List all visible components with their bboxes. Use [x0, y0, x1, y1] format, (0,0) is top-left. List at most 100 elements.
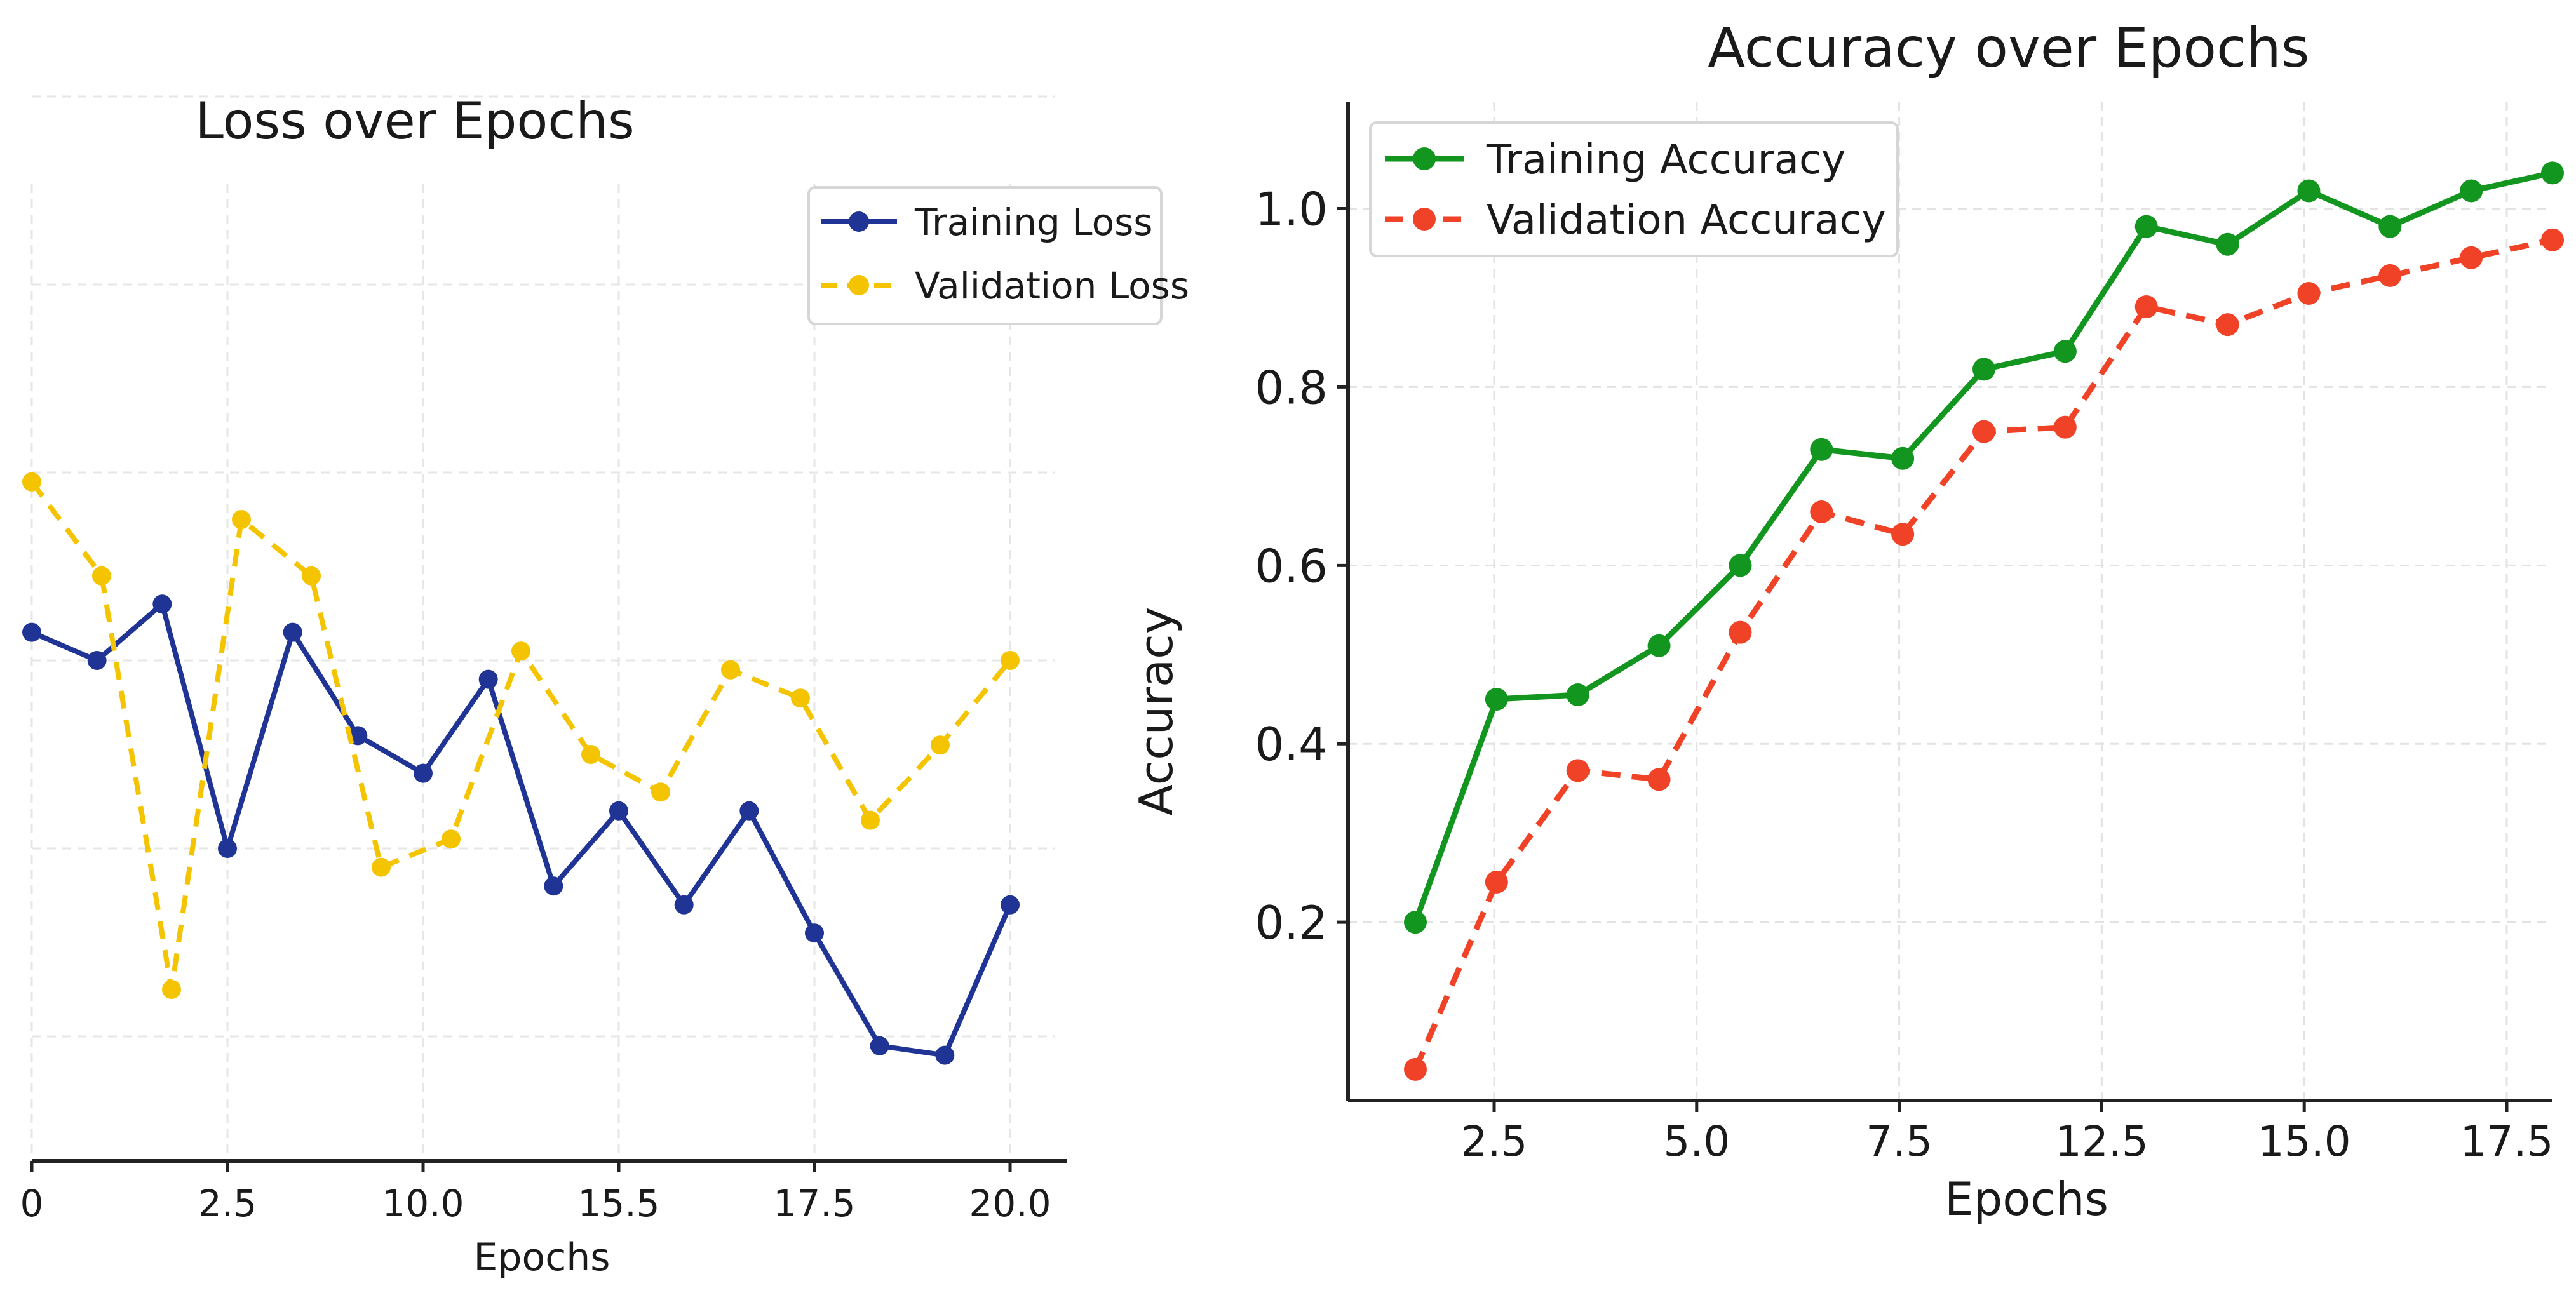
accuracy-point-training-accuracy	[1404, 911, 1427, 934]
legend-training-loss-marker	[849, 211, 869, 232]
legend-validation-accuracy-marker	[1413, 208, 1436, 231]
accuracy-x-tick-label: 12.5	[2055, 1117, 2148, 1166]
loss-legend: Training Loss Validation Loss	[807, 186, 1189, 325]
accuracy-point-validation-accuracy	[1972, 420, 1995, 443]
loss-point-validation-loss	[511, 641, 530, 661]
loss-point-training-loss	[22, 622, 41, 642]
loss-point-validation-loss	[581, 745, 600, 764]
accuracy-x-tick-label: 2.5	[1461, 1117, 1528, 1166]
loss-series	[22, 472, 1020, 1065]
loss-point-training-loss	[218, 839, 237, 858]
accuracy-point-training-accuracy	[1485, 687, 1508, 711]
loss-point-training-loss	[609, 801, 628, 821]
loss-point-training-loss	[544, 876, 563, 896]
loss-point-validation-loss	[721, 660, 740, 680]
accuracy-point-validation-accuracy	[1485, 870, 1508, 894]
loss-point-validation-loss	[861, 810, 880, 830]
accuracy-x-ticks: 2.5 5.0 7.5 12.5 15.0 17.5	[1461, 1101, 2554, 1166]
loss-point-training-loss	[739, 801, 759, 821]
accuracy-y-axis-label: Accuracy	[1130, 607, 1183, 816]
legend-validation-loss-marker	[849, 275, 869, 295]
accuracy-point-validation-accuracy	[1810, 500, 1833, 524]
accuracy-axes	[1346, 102, 2552, 1102]
accuracy-y-tick-label: 0.2	[1255, 896, 1328, 949]
accuracy-x-tick-label: 17.5	[2460, 1117, 2554, 1166]
legend-validation-accuracy-label: Validation Accuracy	[1487, 197, 1886, 244]
legend-training-loss-label: Training Loss	[914, 201, 1153, 244]
accuracy-point-validation-accuracy	[2541, 228, 2564, 251]
loss-point-validation-loss	[162, 980, 181, 999]
loss-x-tick-label: 10.0	[382, 1182, 464, 1225]
legend-training-accuracy-marker	[1413, 147, 1436, 170]
loss-point-validation-loss	[931, 735, 950, 755]
accuracy-point-training-accuracy	[2378, 215, 2402, 238]
loss-point-training-loss	[805, 923, 824, 943]
loss-point-training-loss	[935, 1045, 955, 1065]
accuracy-y-tick-label: 0.4	[1255, 718, 1328, 771]
accuracy-point-training-accuracy	[1729, 554, 1752, 577]
loss-point-validation-loss	[22, 472, 41, 492]
legend-training-accuracy-label: Training Accuracy	[1486, 137, 1845, 184]
accuracy-point-validation-accuracy	[2460, 246, 2483, 269]
accuracy-line-training-accuracy	[1412, 170, 2553, 923]
loss-point-training-loss	[283, 622, 302, 642]
legend-validation-loss-label: Validation Loss	[915, 264, 1189, 307]
accuracy-x-axis-label: Epochs	[1945, 1172, 2108, 1226]
loss-line-validation-loss	[29, 480, 1013, 992]
loss-point-validation-loss	[442, 829, 461, 849]
accuracy-y-tick-label: 0.8	[1255, 361, 1328, 414]
accuracy-point-training-accuracy	[1891, 446, 1915, 470]
accuracy-y-ticks: 0.2 0.4 0.6 0.8 1.0	[1255, 183, 1348, 949]
accuracy-legend: Training Accuracy Validation Accuracy	[1369, 121, 1899, 257]
loss-x-tick-label: 20.0	[969, 1182, 1051, 1225]
loss-point-training-loss	[87, 651, 107, 670]
loss-point-training-loss	[870, 1036, 889, 1055]
loss-x-axis-label: Epochs	[474, 1235, 610, 1280]
loss-point-training-loss	[414, 763, 433, 783]
loss-point-validation-loss	[1001, 651, 1020, 670]
accuracy-y-tick-label: 1.0	[1255, 183, 1328, 236]
accuracy-point-validation-accuracy	[1729, 620, 1752, 644]
loss-chart: Loss over Epochs 0 2.5 10.0 15.5 17.5 20.0 Ep…	[20, 91, 1190, 1280]
accuracy-point-training-accuracy	[1647, 634, 1671, 657]
accuracy-x-tick-label: 5.0	[1663, 1117, 1730, 1166]
accuracy-point-training-accuracy	[1566, 683, 1589, 706]
accuracy-point-training-accuracy	[2053, 340, 2077, 363]
accuracy-point-validation-accuracy	[2297, 281, 2321, 305]
loss-point-training-loss	[152, 594, 172, 614]
accuracy-point-training-accuracy	[1972, 358, 1995, 381]
accuracy-chart-title: Accuracy over Epochs	[1708, 17, 2309, 80]
loss-x-tick-label: 15.5	[577, 1182, 659, 1225]
accuracy-point-training-accuracy	[2297, 179, 2321, 203]
accuracy-chart: Accuracy over Epochs 2.5 5.0 7.5 12.5 15.0 17…	[1130, 17, 2564, 1226]
loss-line-training-loss	[30, 601, 1013, 1058]
loss-point-validation-loss	[791, 688, 810, 708]
accuracy-x-tick-label: 7.5	[1866, 1117, 1932, 1166]
accuracy-legend-box	[1369, 121, 1899, 257]
accuracy-point-validation-accuracy	[2378, 264, 2402, 287]
loss-point-validation-loss	[372, 857, 391, 877]
accuracy-point-validation-accuracy	[2053, 415, 2077, 439]
accuracy-point-training-accuracy	[2216, 232, 2239, 256]
accuracy-point-validation-accuracy	[1891, 523, 1915, 546]
loss-point-validation-loss	[302, 566, 321, 586]
accuracy-point-validation-accuracy	[1566, 759, 1589, 782]
accuracy-point-validation-accuracy	[1647, 768, 1671, 791]
loss-chart-title: Loss over Epochs	[195, 91, 634, 151]
loss-point-training-loss	[478, 669, 498, 689]
loss-x-tick-label: 2.5	[198, 1182, 257, 1225]
accuracy-y-tick-label: 0.6	[1255, 539, 1328, 593]
loss-x-tick-label: 17.5	[773, 1182, 855, 1225]
loss-point-validation-loss	[651, 782, 670, 802]
accuracy-x-tick-label: 15.0	[2258, 1117, 2351, 1166]
loss-point-training-loss	[674, 895, 694, 915]
accuracy-point-training-accuracy	[1810, 438, 1833, 461]
accuracy-point-validation-accuracy	[2216, 313, 2239, 337]
accuracy-point-validation-accuracy	[2134, 295, 2158, 319]
loss-point-validation-loss	[232, 510, 251, 529]
loss-point-validation-loss	[92, 566, 111, 586]
accuracy-point-validation-accuracy	[1404, 1057, 1427, 1081]
loss-x-ticks: 0 2.5 10.0 15.5 17.5 20.0	[20, 1161, 1051, 1225]
loss-point-training-loss	[1001, 895, 1020, 915]
